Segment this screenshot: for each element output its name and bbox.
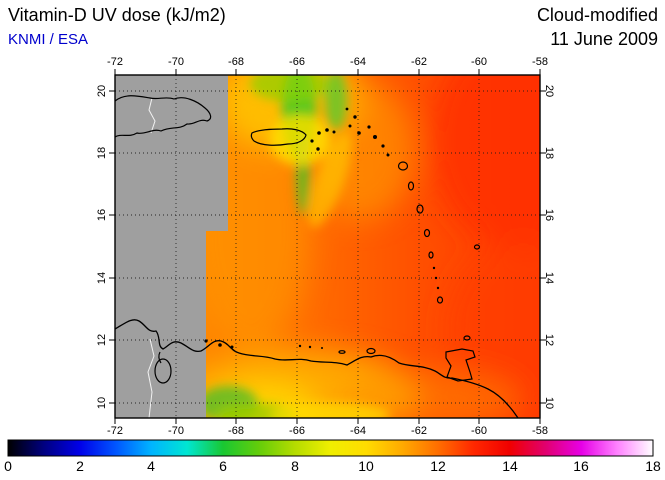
lon-tick-label-bottom: -68 (228, 425, 244, 437)
figure-source: KNMI / ESA (8, 31, 89, 48)
colorbar-tick-label: 18 (645, 458, 661, 474)
lon-tick-label-top: -72 (107, 56, 123, 68)
puerto-rico-coast (250, 128, 307, 146)
no-data-region (115, 75, 228, 418)
colorbar-tick-label: 8 (291, 458, 299, 474)
lat-tick-label-right: 10 (543, 396, 555, 410)
lat-tick-label-left: 12 (96, 333, 108, 347)
lat-tick-label-left: 10 (96, 396, 108, 410)
lon-tick-label-bottom: -62 (411, 425, 427, 437)
uv-field-cloud-streaks (198, 75, 390, 418)
lat-tick-label-left: 16 (96, 208, 108, 222)
colorbar-tick-label: 14 (502, 458, 518, 474)
colorbar-gradient-bar (7, 439, 654, 457)
lon-tick-label-bottom: -70 (168, 425, 184, 437)
figure-title: Vitamin-D UV dose (kJ/m2) (8, 5, 226, 25)
south-america-coast (115, 319, 519, 418)
lon-tick-label-top: -64 (350, 56, 366, 68)
lat-tick-label-right: 12 (543, 333, 555, 347)
small-islands (204, 107, 440, 349)
grid-lines (115, 75, 540, 418)
lon-tick-label-bottom: -64 (350, 425, 366, 437)
lon-tick-label-top: -68 (228, 56, 244, 68)
colorbar-tick-label: 6 (219, 458, 227, 474)
hispaniola-coast (115, 95, 212, 138)
lat-tick-label-left: 18 (96, 146, 108, 160)
lat-tick-label-left: 14 (96, 271, 108, 285)
coastlines (115, 95, 519, 418)
lon-tick-label-bottom: -60 (471, 425, 487, 437)
map-frame (114, 74, 541, 419)
trinidad-coast (445, 348, 476, 382)
colorbar-tick-label: 0 (4, 458, 12, 474)
lat-tick-label-left: 20 (96, 84, 108, 98)
lon-tick-label-bottom: -72 (107, 425, 123, 437)
lon-tick-label-top: -58 (532, 56, 548, 68)
colorbar-tick-label: 12 (430, 458, 446, 474)
lon-tick-label-top: -66 (289, 56, 305, 68)
country-borders (147, 97, 156, 419)
figure-date: 11 June 2009 (550, 29, 658, 49)
lat-tick-label-right: 14 (543, 271, 555, 285)
lon-tick-label-bottom: -66 (289, 425, 305, 437)
axis-ticks (109, 69, 546, 424)
lat-tick-label-right: 16 (543, 208, 555, 222)
lon-tick-label-top: -60 (471, 56, 487, 68)
colorbar-tick-label: 16 (573, 458, 589, 474)
colorbar-tick-label: 2 (76, 458, 84, 474)
colorbar-tick-label: 4 (147, 458, 155, 474)
lat-tick-label-right: 18 (543, 146, 555, 160)
lon-tick-label-top: -70 (168, 56, 184, 68)
lon-tick-label-top: -62 (411, 56, 427, 68)
figure-mode: Cloud-modified (536, 5, 658, 25)
lon-tick-label-bottom: -58 (532, 425, 548, 437)
lat-tick-label-right: 20 (543, 84, 555, 98)
colorbar-tick-label: 10 (358, 458, 374, 474)
